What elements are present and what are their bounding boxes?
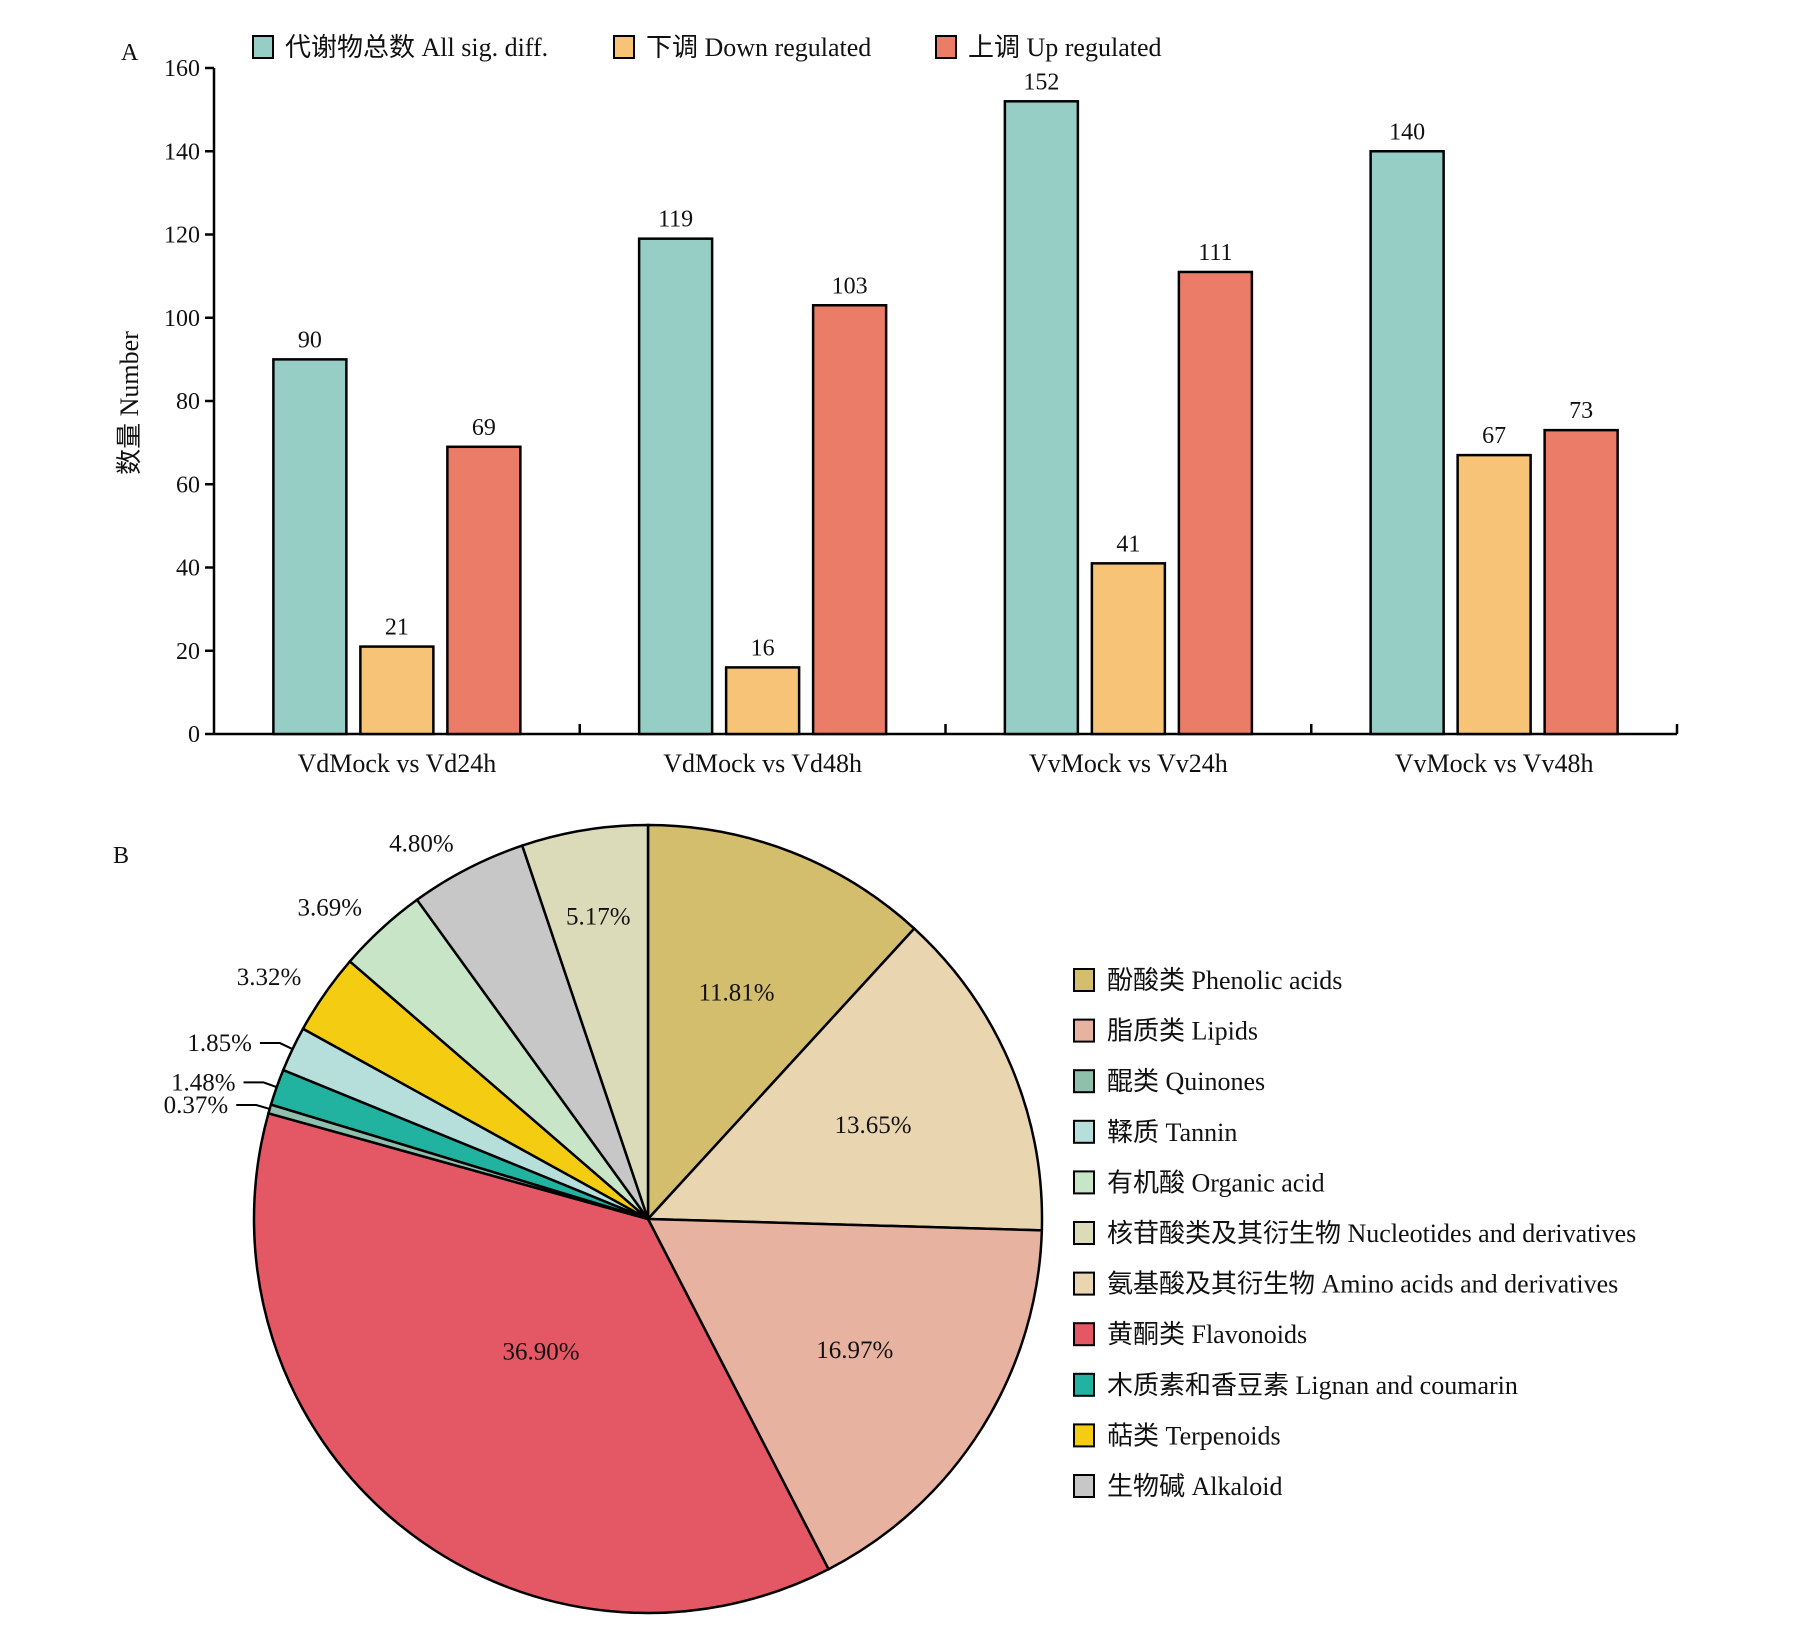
- slice-value-label: 3.32%: [237, 964, 302, 991]
- bar: [272, 358, 348, 736]
- slice-value-label: 11.81%: [698, 979, 774, 1006]
- slice-value-label: 0.37%: [164, 1092, 229, 1119]
- bar-value-label: 73: [1569, 398, 1593, 424]
- pie-legend-swatch: [1073, 1069, 1095, 1094]
- pie-legend-label: 萜类 Terpenoids: [1107, 1421, 1281, 1450]
- slice-value-label: 3.69%: [298, 894, 363, 921]
- pie-legend-label: 黄酮类 Flavonoids: [1107, 1320, 1307, 1349]
- bar: [359, 645, 435, 736]
- bar: [637, 237, 714, 736]
- x-tick-label: VdMock vs Vd48h: [663, 749, 862, 778]
- pie-slice: [645, 1217, 1044, 1571]
- bar: [1090, 562, 1167, 736]
- legend-swatch: [613, 35, 635, 59]
- pie-legend: 酚酸类 Phenolic acids 脂质类 Lipids 醌类 Quinones 鞣…: [1073, 966, 1636, 1501]
- bar-legend: 代谢物总数 All sig. diff. 下调 Down regulated 上调 …: [252, 33, 1162, 62]
- bar-value-label: 16: [751, 635, 775, 661]
- bar: [1177, 270, 1254, 736]
- slice-value-label: 1.48%: [171, 1069, 236, 1096]
- y-tick-label: 60: [176, 472, 200, 498]
- y-tick-label: 20: [176, 639, 200, 665]
- y-tick-label: 100: [164, 306, 200, 332]
- legend-swatch: [935, 35, 957, 59]
- pie-legend-label: 醌类 Quinones: [1107, 1067, 1265, 1096]
- slice-value-label: 13.65%: [834, 1112, 911, 1139]
- y-tick-label: 0: [188, 722, 200, 748]
- leader-line: [259, 1042, 293, 1050]
- bar-value-label: 67: [1482, 423, 1506, 449]
- bar: [1369, 150, 1445, 736]
- bar-value-label: 111: [1198, 240, 1232, 266]
- legend-label: 代谢物总数 All sig. diff.: [285, 33, 548, 62]
- y-tick-label: 160: [164, 56, 200, 82]
- pie: 11.81% 13.65% 16.97% 36.90% 0.37%1.48% 1.85% 3…: [164, 823, 1044, 1615]
- pie-legend-swatch: [1073, 968, 1095, 992]
- y-tick-label: 140: [164, 139, 200, 165]
- y-tick-label: 80: [176, 389, 200, 415]
- bar-value-label: 69: [472, 415, 496, 441]
- bar: [1456, 453, 1532, 736]
- pie-legend-swatch: [1073, 1474, 1095, 1498]
- pie-legend-label: 脂质类 Lipids: [1107, 1017, 1258, 1046]
- pie-legend-label: 木质素和香豆素 Lignan and coumarin: [1107, 1371, 1518, 1400]
- pie-slice: [520, 823, 650, 1220]
- bar: [1543, 428, 1619, 736]
- pie-legend-label: 核苷酸类及其衍生物 Nucleotides and derivatives: [1107, 1219, 1636, 1248]
- pie-legend-swatch: [1073, 1322, 1095, 1347]
- bar-value-label: 140: [1389, 119, 1425, 145]
- bar: [1003, 100, 1080, 736]
- pie-legend-swatch: [1073, 1221, 1095, 1245]
- bar-value-label: 152: [1023, 69, 1059, 95]
- pie-legend-label: 氨基酸及其衍生物 Amino acids and derivatives: [1107, 1270, 1618, 1299]
- leader-line: [243, 1081, 278, 1089]
- x-tick-label: VvMock vs Vv48h: [1395, 749, 1594, 778]
- bar: [446, 445, 522, 736]
- bar: [724, 666, 801, 736]
- legend-swatch: [252, 35, 274, 59]
- legend-label: 上调 Up regulated: [968, 33, 1162, 62]
- pie-legend-swatch: [1073, 1119, 1095, 1144]
- bar-value-label: 41: [1116, 531, 1140, 557]
- pie-legend-swatch: [1073, 1018, 1095, 1043]
- x-tick-label: VvMock vs Vv24h: [1029, 749, 1228, 778]
- pie-legend-label: 鞣质 Tannin: [1107, 1118, 1237, 1147]
- pie-slice: [645, 926, 1044, 1232]
- panel-label-b: B: [113, 843, 129, 869]
- pie-legend-swatch: [1073, 1170, 1095, 1195]
- slice-value-label: 5.17%: [566, 904, 631, 931]
- bar-value-label: 103: [832, 273, 868, 299]
- leader-line: [236, 1103, 270, 1110]
- pie-chart-panel: B 11.81% 13.65% 16.97% 36.90% 0.37%1.48% 1.85…: [113, 823, 1636, 1615]
- y-tick-label: 120: [164, 223, 200, 249]
- bar: [811, 304, 888, 736]
- y-tick-label: 40: [176, 556, 200, 582]
- bar-chart-panel: A 代谢物总数 All sig. diff. 下调 Down regulated 上…: [115, 33, 1679, 778]
- bar-value-label: 90: [298, 327, 322, 353]
- slice-value-label: 1.85%: [187, 1030, 252, 1057]
- pie-slice: [646, 823, 917, 1223]
- slice-value-label: 36.90%: [503, 1338, 580, 1365]
- pie-slice: [252, 1111, 831, 1615]
- x-tick-label: VdMock vs Vd24h: [297, 749, 496, 778]
- bar-value-label: 119: [658, 207, 693, 233]
- slice-value-label: 4.80%: [389, 831, 454, 858]
- pie-legend-swatch: [1073, 1423, 1095, 1448]
- y-axis-label: 数量 Number: [115, 331, 144, 475]
- pie-legend-swatch: [1073, 1372, 1095, 1397]
- pie-legend-swatch: [1073, 1271, 1095, 1296]
- bars: 90 119 152 140 21 16 41 67 69 103 111 73: [272, 69, 1619, 736]
- panel-label-a: A: [121, 40, 139, 66]
- y-axis: 0 20 40 60 80 100 120 140 160: [164, 56, 216, 748]
- pie-legend-label: 生物碱 Alkaloid: [1107, 1472, 1283, 1501]
- legend-label: 下调 Down regulated: [646, 33, 871, 62]
- slice-value-label: 16.97%: [816, 1337, 893, 1364]
- pie-legend-label: 有机酸 Organic acid: [1107, 1168, 1325, 1197]
- bar-value-label: 21: [385, 615, 409, 641]
- pie-legend-label: 酚酸类 Phenolic acids: [1107, 966, 1342, 995]
